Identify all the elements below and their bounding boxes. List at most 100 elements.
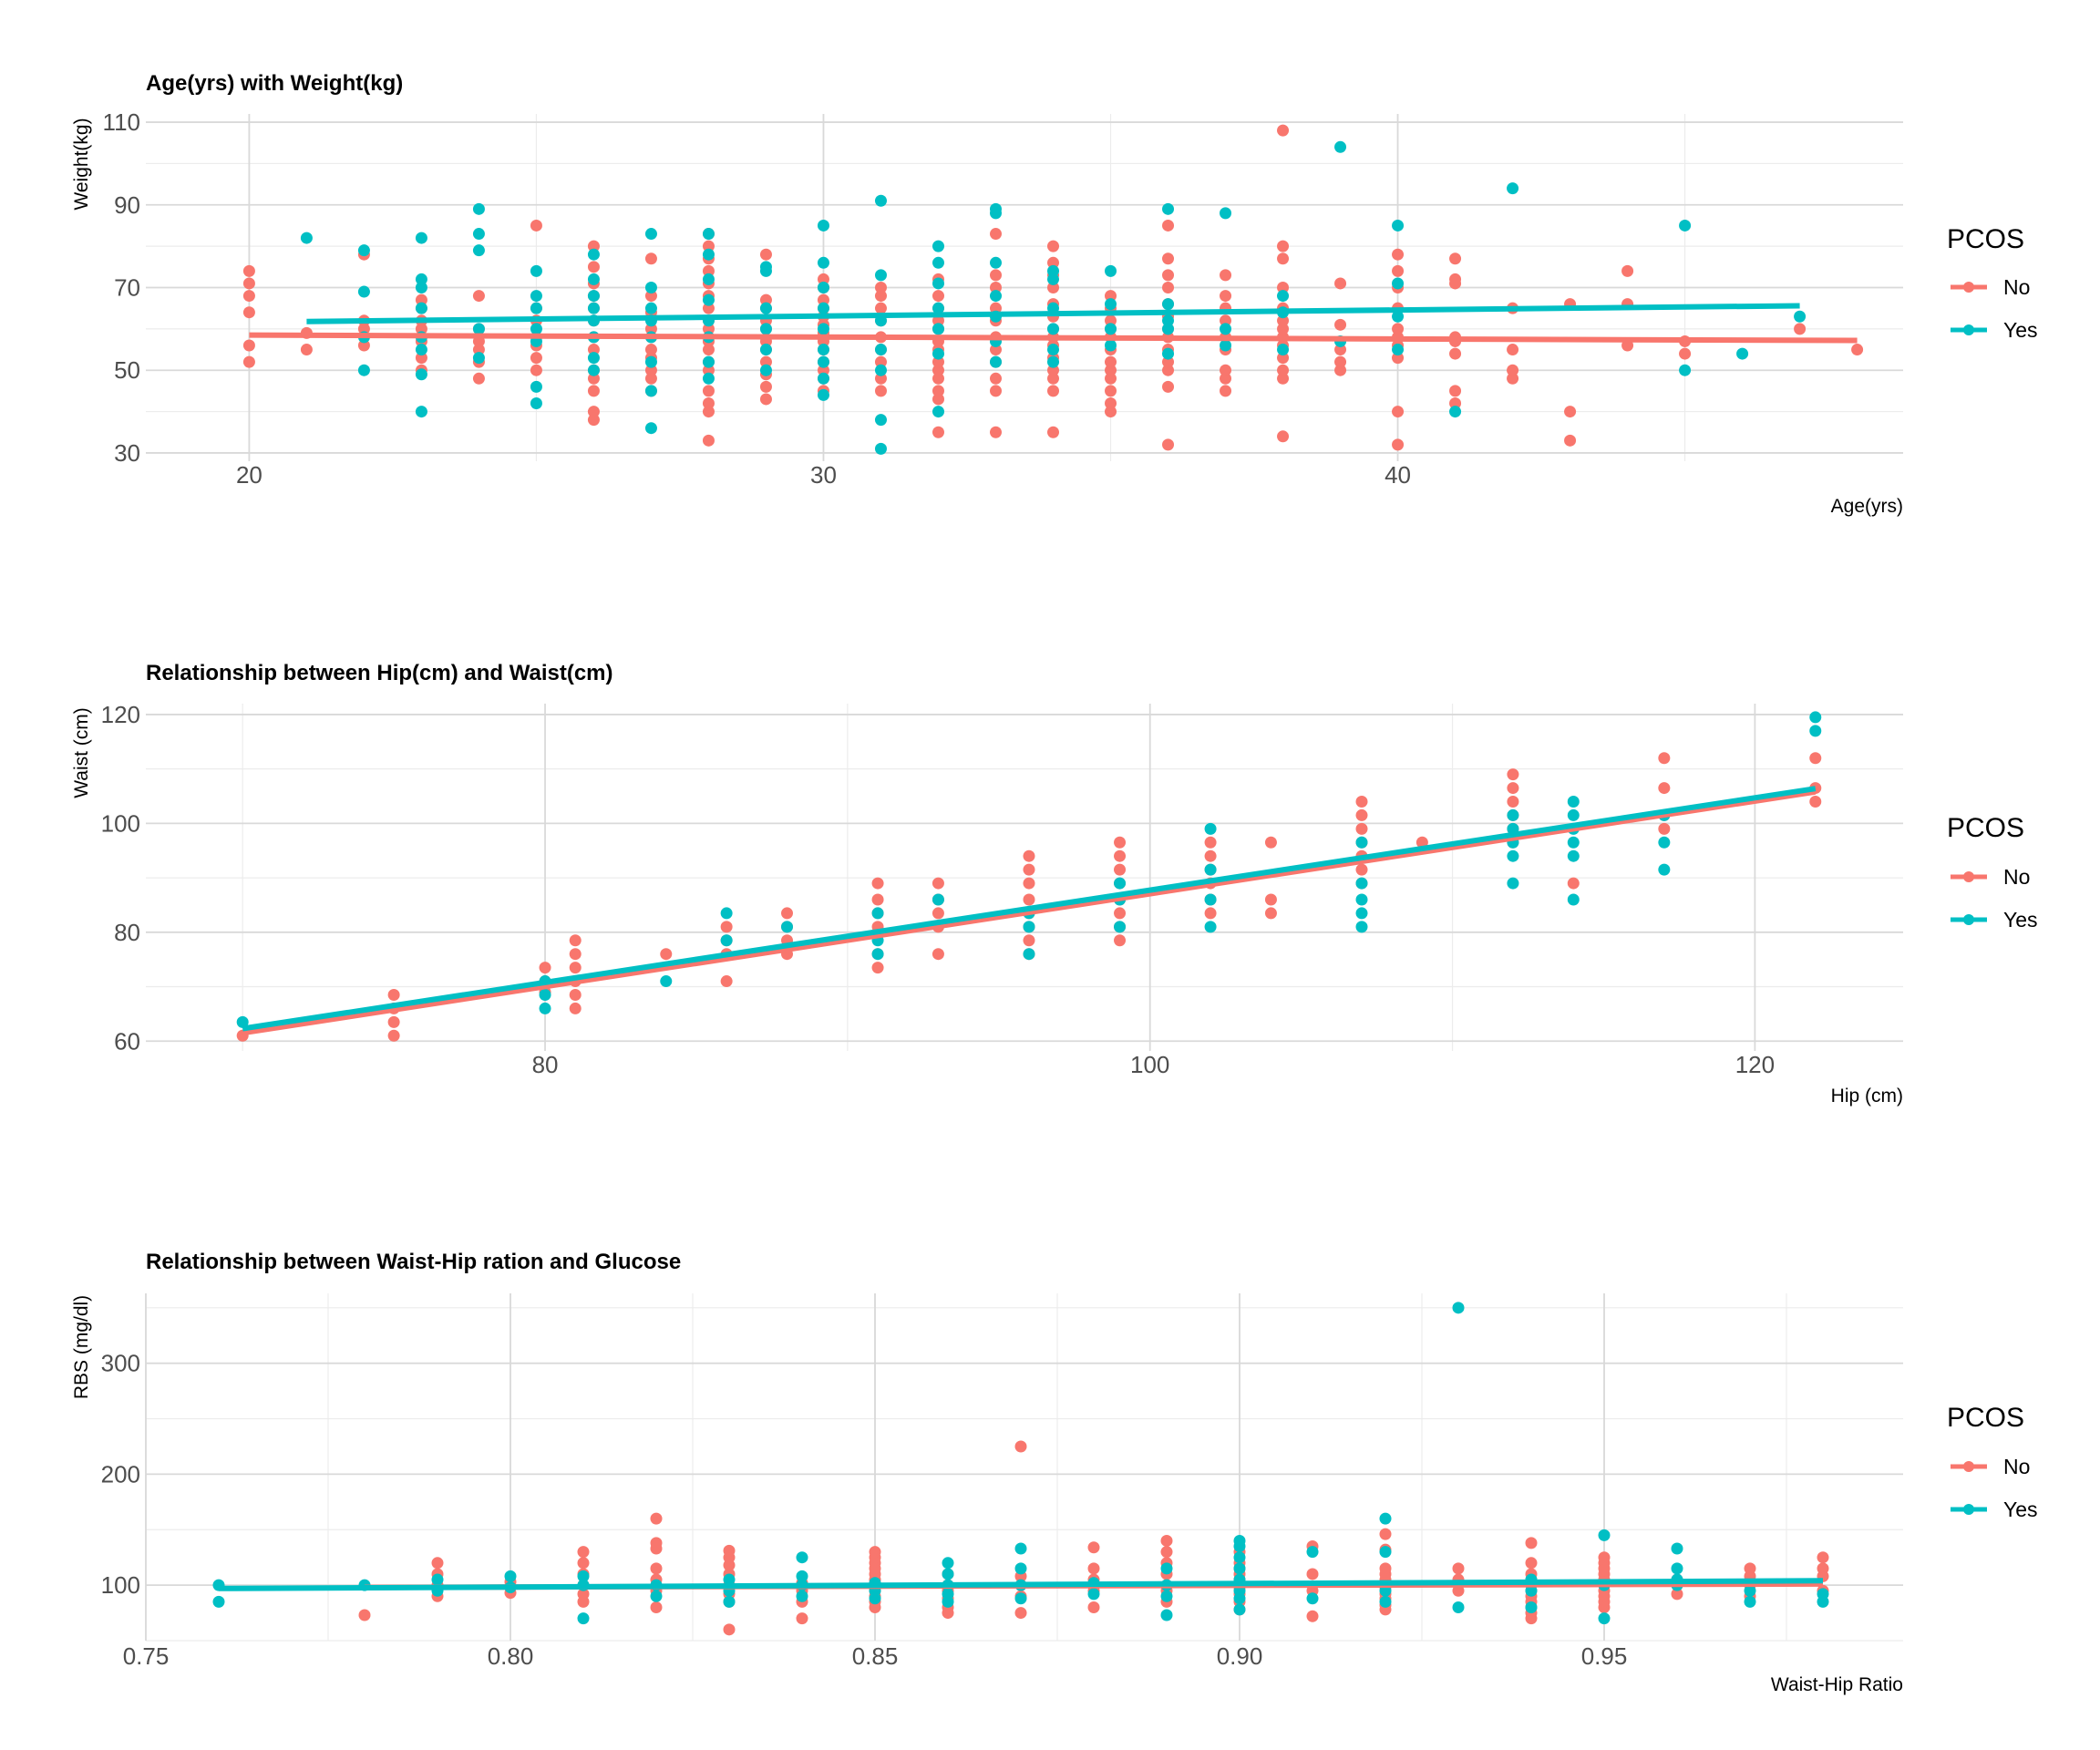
data-point: [1220, 207, 1232, 220]
data-point: [817, 273, 829, 285]
data-point: [817, 372, 829, 385]
data-point: [1507, 808, 1519, 821]
data-point: [1379, 1512, 1392, 1525]
legend: PCOS No Yes: [1947, 1403, 2038, 1521]
data-point: [1449, 406, 1462, 418]
data-point: [1658, 836, 1671, 849]
data-point: [1105, 298, 1117, 311]
data-point: [1105, 264, 1117, 277]
data-point: [1047, 273, 1060, 285]
data-point: [1744, 1595, 1756, 1608]
data-point: [932, 323, 944, 335]
data-point: [1598, 1612, 1611, 1625]
plot-area: 20 30 40 30 50 70 90 110: [103, 108, 1903, 489]
data-point: [1809, 795, 1822, 808]
x-axis-label: Age(yrs): [1831, 496, 1903, 517]
plot-area: 80 100 120 60 80 100 120: [101, 701, 1903, 1078]
data-point: [472, 344, 485, 356]
data-point: [1334, 355, 1347, 368]
data-point: [1047, 323, 1060, 335]
data-point: [702, 240, 715, 252]
data-point: [1452, 1584, 1465, 1597]
data-point: [1162, 298, 1175, 311]
data-point: [1160, 1546, 1173, 1559]
data-point: [587, 273, 600, 285]
data-point: [1449, 273, 1462, 285]
data-point: [1355, 795, 1368, 808]
data-point: [1817, 1551, 1829, 1564]
data-point: [817, 256, 829, 269]
legend-label-no: No: [2003, 865, 2030, 889]
x-tick-label: 20: [236, 461, 262, 489]
x-tick-label: 0.85: [852, 1642, 899, 1670]
data-point: [989, 256, 1002, 269]
data-point: [650, 1590, 663, 1602]
data-point: [472, 323, 485, 335]
data-point: [1047, 385, 1060, 397]
data-point: [871, 877, 884, 890]
data-point: [932, 426, 944, 438]
data-point: [702, 372, 715, 385]
data-point: [1047, 355, 1060, 368]
data-point: [530, 380, 542, 393]
data-point: [989, 269, 1002, 282]
data-point: [702, 397, 715, 409]
data-point: [1047, 364, 1060, 376]
legend-title: PCOS: [1947, 224, 2024, 254]
data-point: [932, 364, 944, 376]
data-point: [577, 1557, 590, 1570]
data-point: [1392, 406, 1405, 418]
data-point: [932, 907, 944, 920]
data-point: [1736, 347, 1749, 360]
legend-label-no: No: [2003, 275, 2030, 299]
data-point: [1658, 822, 1671, 835]
data-point: [989, 426, 1002, 438]
data-point: [1306, 1592, 1319, 1605]
data-point: [1023, 849, 1035, 862]
data-point: [587, 302, 600, 314]
data-point: [1162, 380, 1175, 393]
data-point: [357, 323, 370, 335]
data-point: [1114, 907, 1127, 920]
x-tick-label: 120: [1735, 1051, 1775, 1078]
data-point: [1671, 1542, 1683, 1555]
legend: PCOS No Yes: [1947, 813, 2038, 932]
data-point: [644, 364, 657, 376]
data-point: [723, 1544, 736, 1557]
data-point: [871, 962, 884, 974]
data-point: [874, 302, 887, 314]
legend-label-yes: Yes: [2003, 908, 2038, 932]
data-point: [1264, 836, 1277, 849]
data-point: [212, 1595, 225, 1608]
legend-title: PCOS: [1947, 1403, 2024, 1433]
data-point: [942, 1568, 954, 1580]
data-point: [932, 314, 944, 327]
data-point: [1220, 269, 1232, 282]
data-point: [415, 344, 427, 356]
data-point: [1355, 877, 1368, 890]
data-point: [1105, 372, 1117, 385]
data-point: [569, 948, 582, 961]
data-point: [1087, 1541, 1100, 1554]
data-point: [1014, 1592, 1027, 1605]
data-point: [1355, 808, 1368, 821]
data-point: [989, 302, 1002, 314]
data-point: [1658, 863, 1671, 876]
data-point: [817, 302, 829, 314]
data-point: [817, 293, 829, 306]
data-point: [1277, 430, 1290, 443]
data-point: [1449, 397, 1462, 409]
data-point: [1564, 406, 1577, 418]
trend-line-yes: [242, 786, 1817, 1032]
data-point: [932, 240, 944, 252]
data-point: [1105, 339, 1117, 352]
data-point: [1087, 1601, 1100, 1613]
legend-key-no-dot: [1963, 871, 1974, 882]
data-point: [569, 934, 582, 947]
data-point: [942, 1588, 954, 1601]
data-point: [472, 352, 485, 365]
data-point: [387, 1029, 400, 1042]
y-axis-label: RBS (mg/dl): [71, 1295, 92, 1399]
legend-key-no-dot: [1963, 1461, 1974, 1472]
data-point: [530, 397, 542, 409]
